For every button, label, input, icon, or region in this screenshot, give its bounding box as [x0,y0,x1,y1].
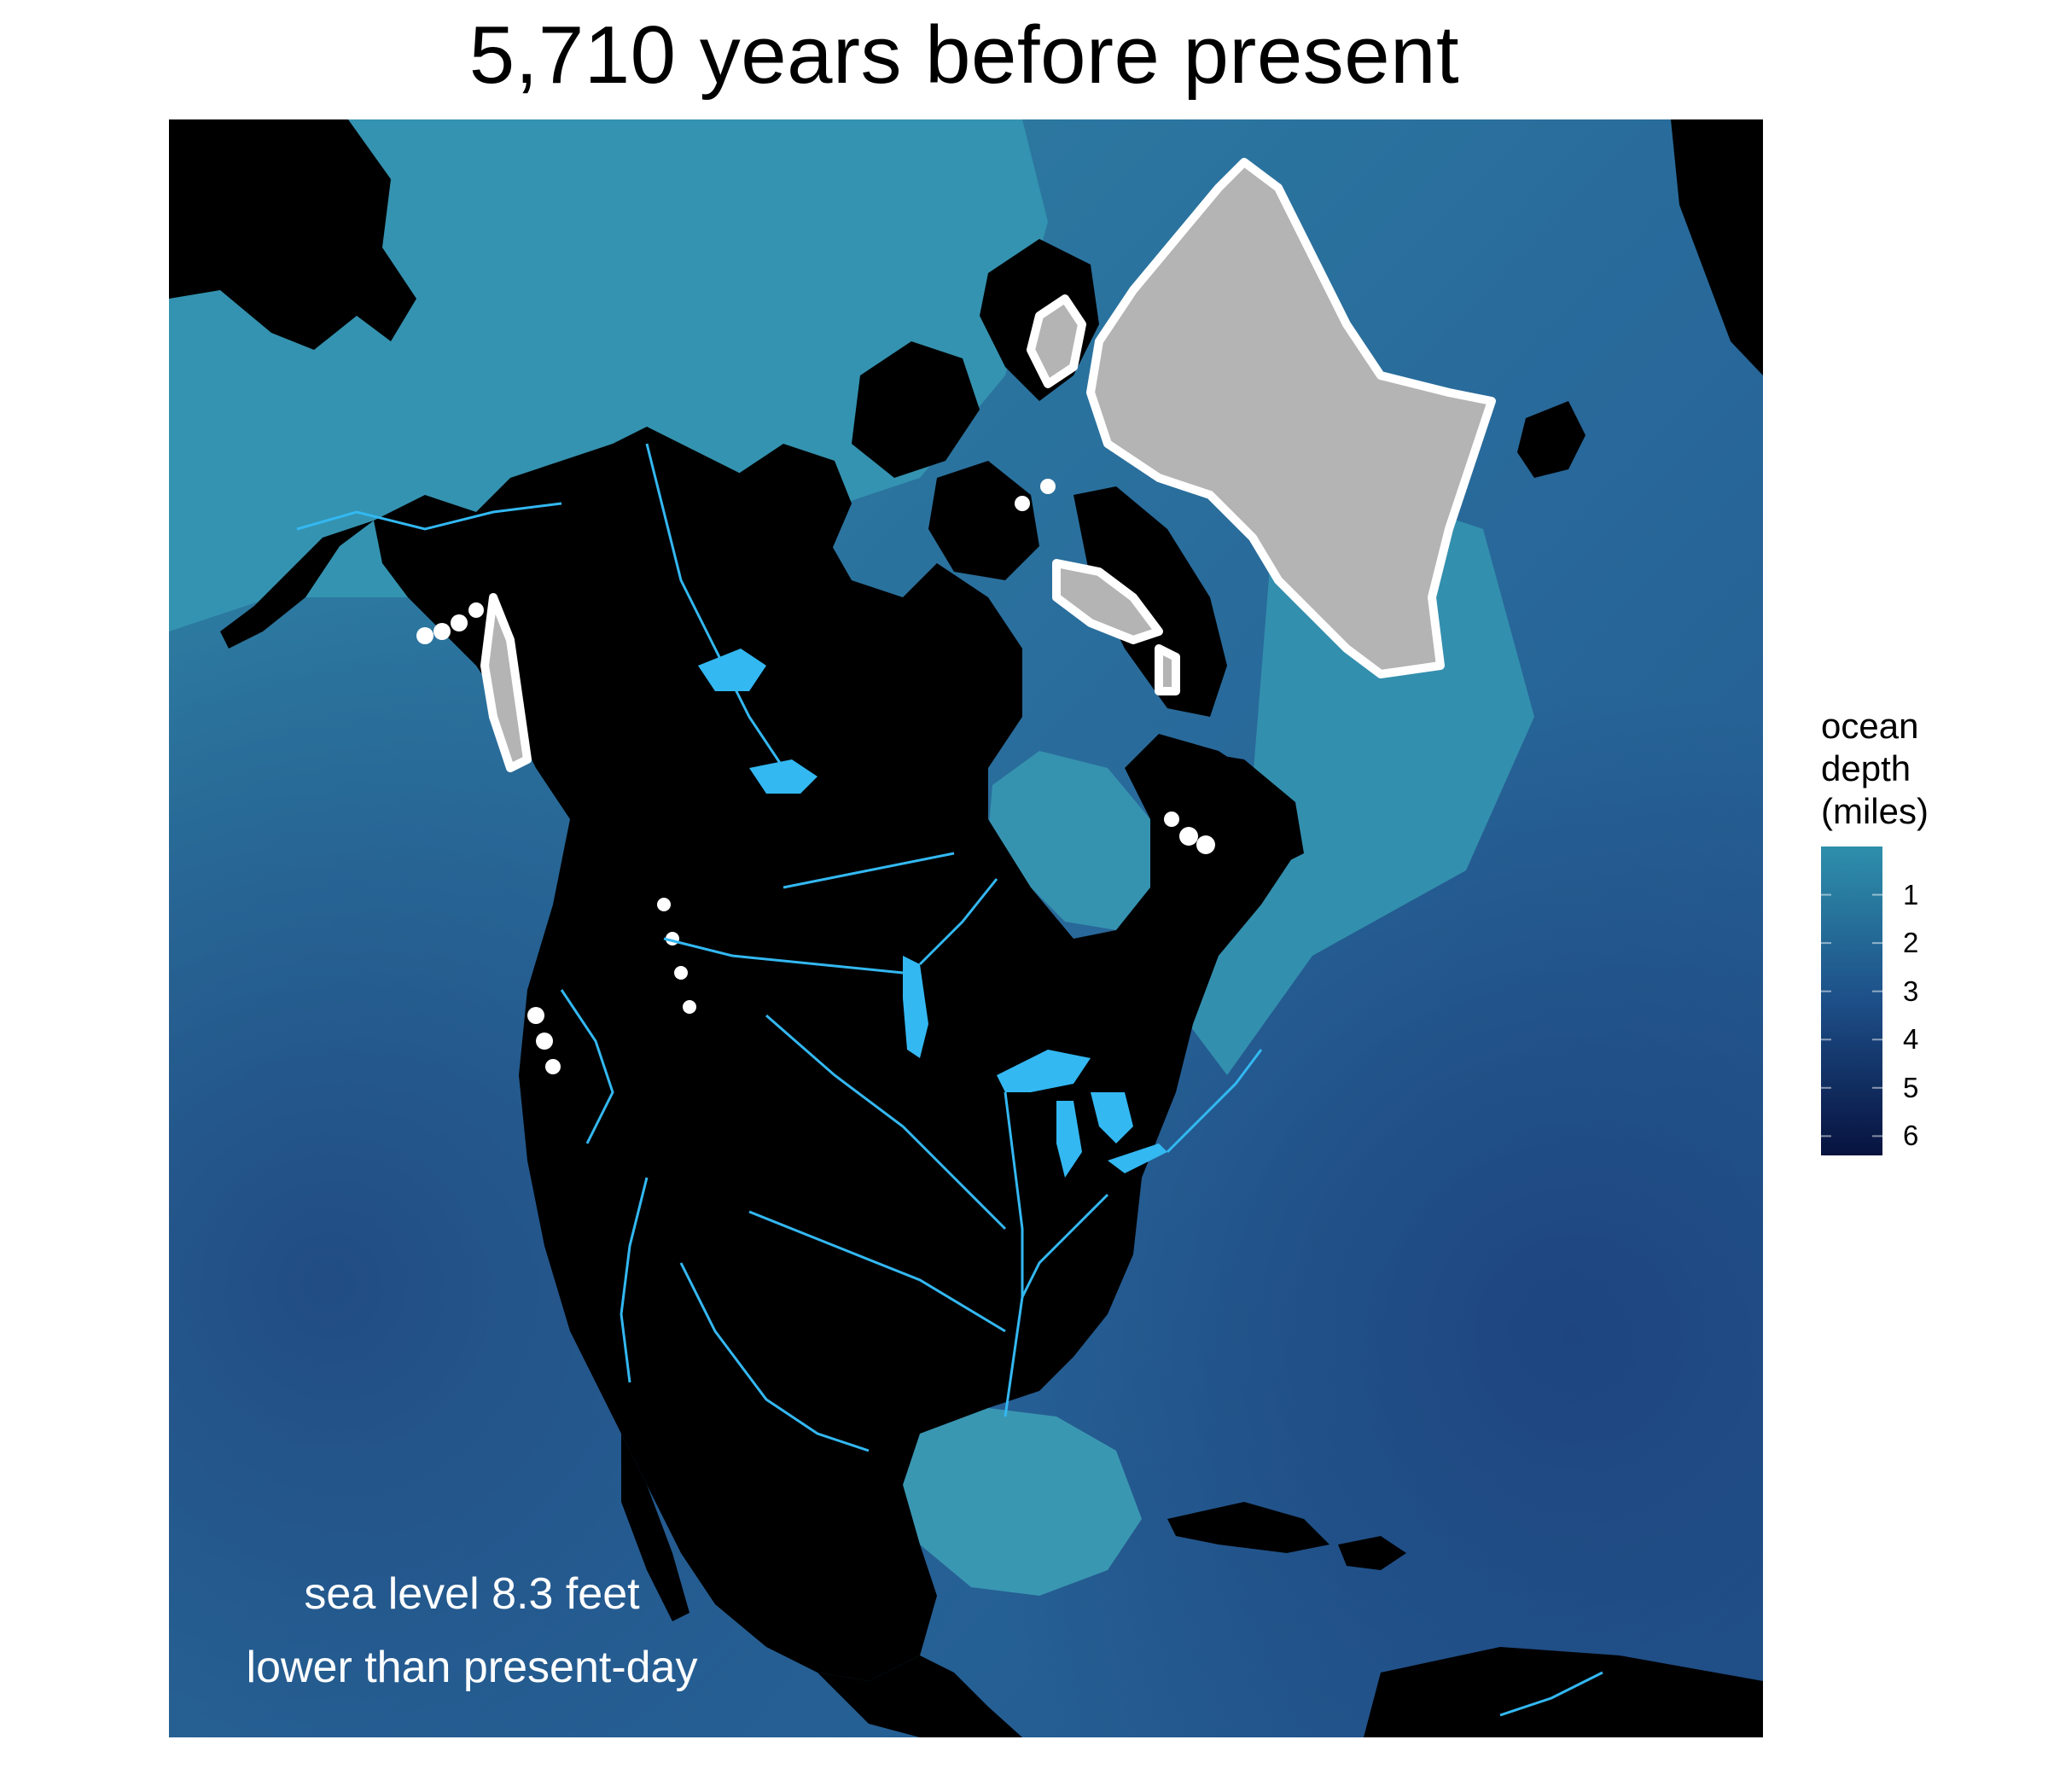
ice-patch [1179,827,1198,846]
legend-title: ocean depth (miles) [1821,705,1992,833]
ice-patch [1015,496,1030,511]
land-siberia [169,119,416,350]
legend-tick-label: 3 [1903,975,1919,1007]
land-ne-corner [1671,119,1763,375]
map-panel[interactable] [169,119,1763,1737]
legend-title-line: (miles) [1821,791,1929,831]
legend-title-line: depth [1821,748,1911,788]
river-mackenzie [645,443,785,769]
river-missouri [765,1014,1007,1231]
legend-tick-label: 2 [1903,927,1919,959]
lake-superior [997,1050,1091,1092]
north-atlantic-shelf [1176,461,1534,1075]
river-churchill [783,852,955,889]
ice-patch [657,898,671,911]
annotation-line-2: lower than present-day [246,1643,698,1692]
lake-erie [1108,1143,1167,1173]
ice-greenland [1086,158,1496,678]
lake-great-slave [749,759,817,794]
depth-legend: ocean depth (miles) 1 2 3 4 5 6 [1821,705,1992,1166]
legend-ticks [1821,893,1882,1137]
land-arctic-islands-3 [928,461,1039,580]
river-st-lawrence [1166,1049,1263,1154]
land-baja [621,1434,689,1621]
legend-tick-label: 1 [1903,878,1919,911]
land [169,119,1763,1737]
ice-bylot [1155,644,1180,695]
ice-sheets [480,158,1496,772]
lake-great-bear [698,649,766,691]
lake-huron [1091,1092,1133,1143]
river-colorado [620,1177,649,1383]
river-arkansas [748,1210,1006,1333]
land-arctic-islands-2 [852,341,980,478]
ice-patches [416,479,1215,1074]
land-baffin [1073,486,1227,717]
land-north-america [374,427,1295,1681]
map-canvas [169,119,1763,1737]
ice-patch [433,623,451,640]
legend-tick-label: 6 [1903,1120,1919,1152]
lake-winnipeg [903,956,928,1058]
annotation-line-1: sea level 8.3 feet [304,1569,640,1619]
ice-patch [545,1059,561,1074]
land-cuba [1167,1502,1329,1553]
ice-cordillera [480,593,532,772]
land-labrador [1193,751,1304,870]
river-south-america [1499,1671,1603,1717]
river-ohio [1021,1193,1109,1298]
rivers [296,443,1603,1717]
ice-patch [536,1033,553,1050]
land-arctic-islands-1 [732,444,852,580]
legend-tick-label: 4 [1903,1023,1919,1056]
land-alaska-peninsula [220,521,374,649]
river-nelson [918,878,998,966]
ice-patch [451,614,468,631]
ice-patch [468,602,484,618]
sea-level-annotation: sea level 8.3 feet lower than present-da… [169,1557,775,1704]
legend-colorbar [1821,847,1882,1155]
river-yukon [296,502,562,531]
ice-patch [683,1000,696,1014]
land-iceland [1517,401,1585,478]
ice-patch [1164,812,1179,827]
river-rio-grande [679,1262,870,1452]
lakes [698,649,1167,1178]
river-columbia [560,989,614,1144]
gulf-of-mexico [903,1408,1142,1596]
ice-patch [527,1007,544,1024]
legend-title-line: ocean [1821,706,1919,746]
ice-patch [1196,835,1215,854]
legend-tick-label: 5 [1903,1071,1919,1103]
ice-ellesmere [1027,294,1086,388]
ice-patch [416,627,433,644]
ice-patch [1040,479,1056,494]
river-saskatchewan [663,937,904,975]
ice-patch [674,966,688,980]
map-title: 5,710 years before present [468,9,1460,101]
ice-baffin [1052,559,1163,644]
land-central-america [817,1655,1022,1737]
river-mississippi [1004,1091,1024,1417]
land-hispaniola [1338,1536,1406,1570]
lake-michigan [1056,1101,1082,1178]
legend-gradient [1821,847,1882,1155]
